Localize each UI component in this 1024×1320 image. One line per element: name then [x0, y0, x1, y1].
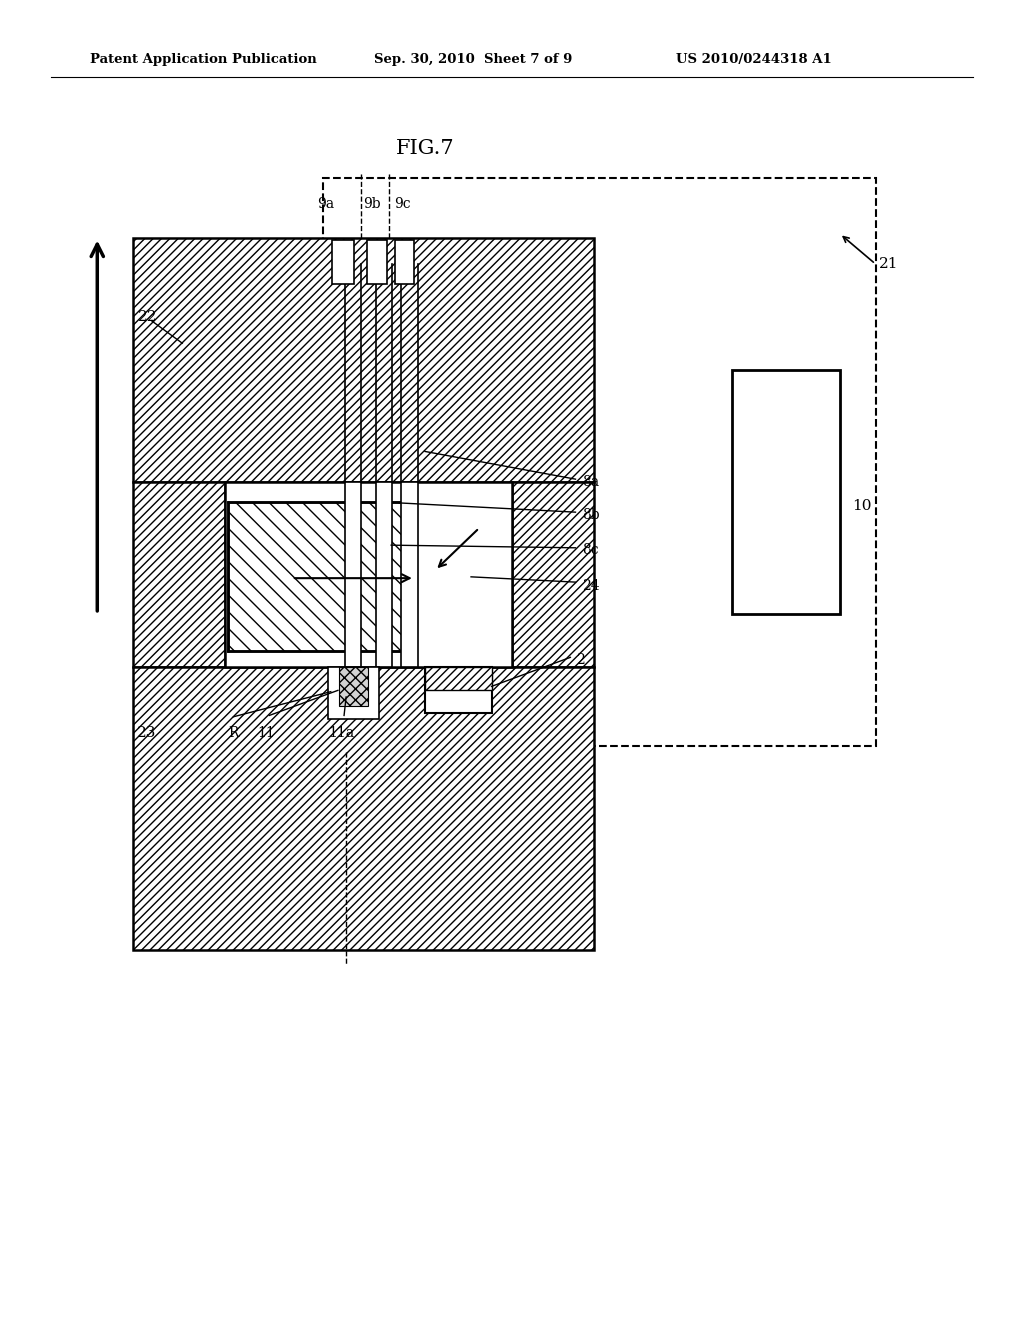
Bar — [376, 482, 392, 667]
Bar — [395, 240, 414, 284]
Text: R: R — [228, 726, 239, 739]
Bar — [732, 370, 840, 614]
Bar — [228, 502, 404, 651]
Text: 8b: 8b — [582, 508, 599, 521]
Text: 11a: 11a — [328, 726, 354, 739]
Bar — [425, 667, 492, 713]
Text: 8c: 8c — [582, 544, 598, 557]
Text: 22: 22 — [138, 310, 158, 323]
Text: 11: 11 — [257, 726, 275, 739]
Text: FIG.7: FIG.7 — [395, 139, 455, 157]
Text: 24: 24 — [582, 579, 599, 593]
Bar — [425, 667, 492, 689]
Bar — [328, 667, 379, 719]
Text: Patent Application Publication: Patent Application Publication — [90, 53, 316, 66]
Text: 9c: 9c — [394, 197, 411, 211]
Bar — [323, 178, 876, 746]
Bar — [339, 667, 368, 706]
Text: Sep. 30, 2010  Sheet 7 of 9: Sep. 30, 2010 Sheet 7 of 9 — [374, 53, 572, 66]
Text: 10: 10 — [852, 499, 871, 512]
Bar — [225, 482, 512, 667]
Text: 2: 2 — [577, 653, 586, 667]
Bar — [332, 240, 354, 284]
Text: 9a: 9a — [317, 197, 334, 211]
Bar — [133, 482, 225, 667]
Text: 21: 21 — [879, 257, 898, 271]
Text: US 2010/0244318 A1: US 2010/0244318 A1 — [676, 53, 831, 66]
Bar — [345, 482, 361, 667]
Bar — [401, 482, 418, 667]
Bar — [133, 667, 594, 950]
Text: 23: 23 — [137, 726, 156, 739]
Bar — [133, 238, 594, 482]
Text: 8a: 8a — [582, 475, 599, 488]
Bar — [367, 240, 387, 284]
Text: 9b: 9b — [362, 197, 381, 211]
Bar — [512, 482, 594, 667]
